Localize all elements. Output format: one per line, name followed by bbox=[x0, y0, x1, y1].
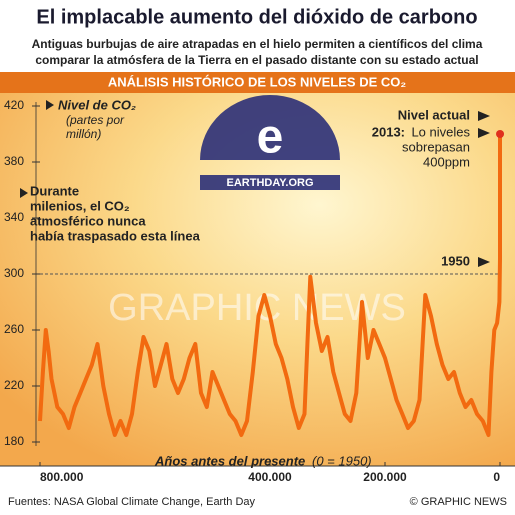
y-tick-label: 420 bbox=[4, 98, 24, 112]
current-text: Lo niveles bbox=[411, 124, 470, 139]
y-tick-label: 340 bbox=[4, 210, 24, 224]
pointer bbox=[20, 188, 28, 198]
y-tick-label: 220 bbox=[4, 378, 24, 392]
co2-line bbox=[38, 134, 502, 437]
credit: © GRAPHIC NEWS bbox=[410, 496, 507, 508]
x-label: Años antes del presente bbox=[154, 453, 305, 468]
y-tick-label: 260 bbox=[4, 322, 24, 336]
subtitle: comparar la atmósfera de la Tierra en el… bbox=[35, 53, 478, 67]
current-title: Nivel actual bbox=[398, 107, 470, 122]
logo-letter: e bbox=[257, 111, 284, 164]
x-tick-label: 0 bbox=[493, 470, 500, 484]
current-dot bbox=[496, 130, 505, 138]
subtitle: Antiguas burbujas de aire atrapadas en e… bbox=[32, 37, 483, 51]
x-tick-label: 400.000 bbox=[248, 470, 292, 484]
banner bbox=[0, 72, 515, 93]
logo bbox=[200, 95, 340, 160]
current-year: 2013: bbox=[372, 124, 405, 139]
threshold-text: había traspasado esta línea bbox=[30, 228, 201, 243]
current-text: sobrepasan bbox=[402, 139, 470, 154]
x-tick-label: 800.000 bbox=[40, 470, 84, 484]
logo-band bbox=[200, 175, 340, 190]
pointer bbox=[478, 128, 490, 138]
source: Fuentes: NASA Global Climate Change, Ear… bbox=[8, 496, 256, 508]
watermark: EARTHDAY.ORG bbox=[227, 177, 314, 189]
y-tick-label: 380 bbox=[4, 154, 24, 168]
y-tick-label: 180 bbox=[4, 434, 24, 448]
y-label: Nivel de CO₂ bbox=[58, 97, 136, 112]
pointer bbox=[478, 257, 490, 267]
pointer bbox=[478, 111, 490, 121]
pointer bbox=[46, 100, 54, 110]
threshold-text: milenios, el CO₂ bbox=[30, 198, 130, 213]
banner-text: ANÁLISIS HISTÓRICO DE LOS NIVELES DE CO₂ bbox=[108, 74, 407, 89]
y-unit: millón) bbox=[66, 127, 101, 141]
chart-title: El implacable aumento del dióxido de car… bbox=[36, 6, 477, 28]
threshold-label: 1950 bbox=[441, 253, 470, 268]
current-text: 400ppm bbox=[423, 154, 470, 169]
x-label-note: (0 = 1950) bbox=[312, 453, 372, 468]
threshold-text: atmosférico nunca bbox=[30, 213, 146, 228]
x-tick-label: 200.000 bbox=[363, 470, 407, 484]
threshold-text: Durante bbox=[30, 183, 79, 198]
axis-strip bbox=[0, 466, 515, 490]
y-tick-label: 300 bbox=[4, 266, 24, 280]
y-unit: (partes por bbox=[66, 113, 125, 127]
